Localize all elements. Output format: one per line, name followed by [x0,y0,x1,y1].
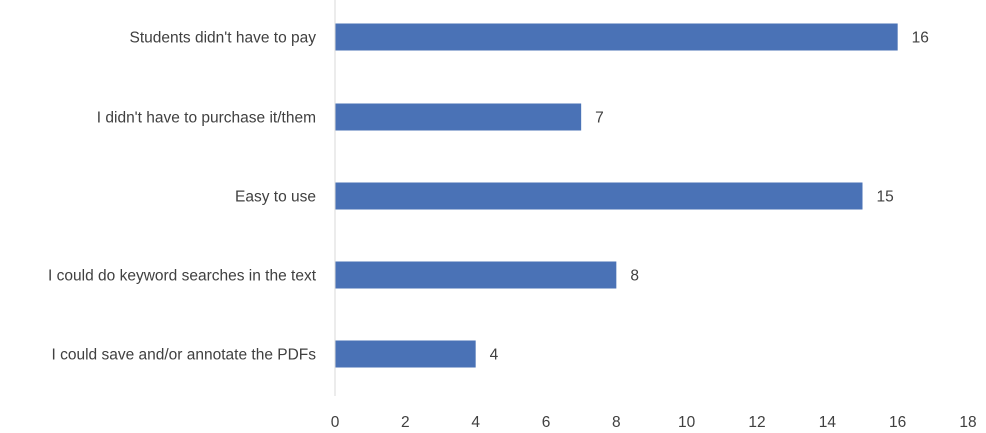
bar [335,340,476,368]
x-tick-label: 6 [542,414,551,431]
x-tick-label: 0 [331,414,340,431]
category-label: I could save and/or annotate the PDFs [51,347,316,364]
data-label: 7 [595,110,604,127]
bar [335,261,617,289]
category-label: Easy to use [235,189,316,206]
x-tick-label: 16 [889,414,906,431]
x-tick-label: 10 [678,414,696,431]
bar [335,23,898,51]
bar [335,103,582,131]
data-label: 16 [912,30,929,47]
labels: 0 2 4 6 8 10 12 14 16 18 Students didn't have to p… [48,30,977,432]
x-tick-label: 12 [748,414,765,431]
x-tick-label: 4 [471,414,480,431]
bars [335,23,898,368]
x-tick-label: 18 [959,414,976,431]
category-label: I didn't have to purchase it/them [97,110,316,127]
x-tick-label: 8 [612,414,621,431]
bar [335,182,863,210]
x-tick-label: 14 [819,414,837,431]
category-label: Students didn't have to pay [129,30,316,47]
data-label: 8 [630,268,639,285]
data-label: 4 [490,347,499,364]
category-label: I could do keyword searches in the text [48,268,317,285]
x-tick-label: 2 [401,414,410,431]
data-label: 15 [877,189,894,206]
